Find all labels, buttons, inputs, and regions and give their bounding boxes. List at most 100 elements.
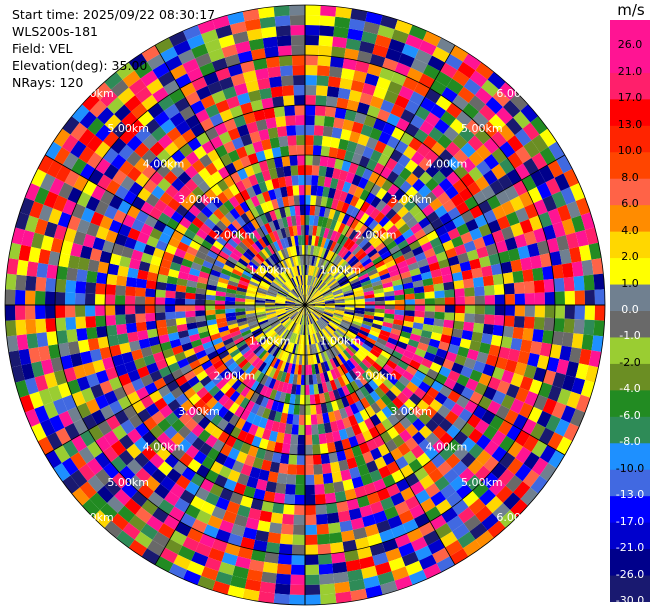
range-gate bbox=[367, 533, 383, 547]
range-gate bbox=[60, 240, 74, 256]
range-gate bbox=[443, 281, 455, 291]
range-gate bbox=[285, 300, 296, 304]
range-gate bbox=[157, 71, 175, 87]
range-gate bbox=[181, 342, 193, 352]
range-gate bbox=[266, 244, 275, 255]
range-gate bbox=[275, 309, 286, 313]
range-gate bbox=[513, 282, 525, 295]
range-gate bbox=[369, 501, 384, 515]
range-gate bbox=[377, 153, 390, 167]
range-gate bbox=[379, 529, 395, 543]
range-gate bbox=[325, 401, 334, 413]
range-gate bbox=[183, 210, 197, 223]
range-gate bbox=[207, 279, 219, 287]
range-gate bbox=[344, 305, 355, 308]
colorbar-swatch bbox=[610, 46, 650, 74]
range-gate bbox=[233, 482, 247, 496]
range-gate bbox=[314, 235, 320, 247]
range-gate bbox=[329, 321, 339, 329]
range-gate bbox=[441, 326, 454, 337]
range-gate bbox=[349, 242, 359, 253]
range-gate bbox=[348, 18, 366, 32]
range-gate bbox=[117, 265, 129, 277]
range-gate bbox=[193, 450, 207, 465]
range-gate bbox=[318, 165, 327, 177]
range-gate bbox=[285, 484, 296, 495]
range-gate bbox=[277, 45, 292, 57]
range-gate bbox=[405, 186, 419, 199]
range-gate bbox=[340, 248, 350, 259]
range-gate bbox=[336, 273, 346, 282]
range-gate bbox=[223, 227, 235, 239]
range-gate bbox=[363, 314, 375, 320]
range-gate bbox=[267, 189, 277, 201]
range-gate bbox=[295, 302, 305, 305]
range-gate bbox=[410, 151, 425, 166]
colorbar-swatch bbox=[610, 99, 650, 127]
range-gate bbox=[301, 305, 305, 315]
range-gate bbox=[340, 396, 350, 408]
range-gate bbox=[370, 402, 382, 415]
range-gate bbox=[302, 295, 305, 305]
range-gate bbox=[472, 322, 485, 334]
range-gate bbox=[297, 305, 305, 312]
range-gate bbox=[410, 444, 425, 459]
range-gate bbox=[447, 227, 461, 240]
range-gate bbox=[245, 312, 257, 318]
range-gate bbox=[478, 223, 492, 237]
range-gate bbox=[318, 433, 327, 445]
range-gate bbox=[237, 320, 248, 327]
range-gate bbox=[315, 343, 321, 354]
range-gate bbox=[313, 474, 324, 485]
range-gate bbox=[213, 341, 225, 351]
range-gate bbox=[258, 417, 268, 429]
range-gate bbox=[264, 328, 274, 337]
range-gate bbox=[222, 410, 235, 423]
range-gate bbox=[248, 232, 258, 243]
range-gate bbox=[414, 545, 433, 561]
range-gate bbox=[415, 105, 431, 121]
range-ring-label: 3.00km bbox=[178, 405, 220, 418]
range-gate bbox=[175, 305, 186, 312]
range-gate bbox=[204, 234, 217, 246]
range-gate bbox=[146, 515, 164, 532]
range-gate bbox=[312, 374, 318, 385]
range-gate bbox=[319, 341, 326, 352]
range-gate bbox=[333, 117, 345, 129]
range-gate bbox=[232, 352, 243, 362]
range-gate bbox=[387, 413, 400, 427]
range-gate bbox=[251, 435, 262, 448]
range-gate bbox=[336, 500, 349, 513]
range-gate bbox=[438, 148, 454, 164]
range-gate bbox=[326, 359, 334, 371]
range-gate bbox=[24, 408, 41, 428]
range-gate bbox=[517, 350, 530, 365]
range-gate bbox=[539, 445, 557, 463]
range-gate bbox=[365, 11, 383, 25]
colorbar-swatch bbox=[610, 205, 650, 233]
range-gate bbox=[505, 383, 520, 399]
range-gate bbox=[242, 270, 254, 278]
range-gate bbox=[205, 314, 217, 321]
range-gate bbox=[259, 510, 273, 523]
range-gate bbox=[11, 365, 25, 383]
range-gate bbox=[221, 354, 233, 364]
range-gate bbox=[364, 355, 375, 366]
range-gate bbox=[498, 250, 511, 264]
range-gate bbox=[419, 336, 431, 346]
range-gate bbox=[319, 284, 329, 293]
range-gate bbox=[492, 273, 504, 286]
range-gate bbox=[297, 298, 305, 305]
range-gate bbox=[400, 271, 412, 280]
range-gate bbox=[325, 326, 334, 335]
azimuth-spoke bbox=[154, 304, 306, 566]
range-gate bbox=[457, 531, 476, 549]
range-gate bbox=[355, 209, 365, 222]
range-gate bbox=[215, 295, 226, 301]
range-gate bbox=[225, 434, 237, 448]
range-gate bbox=[307, 314, 311, 325]
range-gate bbox=[223, 118, 237, 132]
range-gate bbox=[21, 229, 35, 247]
range-gate bbox=[183, 387, 197, 400]
range-gate bbox=[155, 239, 168, 252]
